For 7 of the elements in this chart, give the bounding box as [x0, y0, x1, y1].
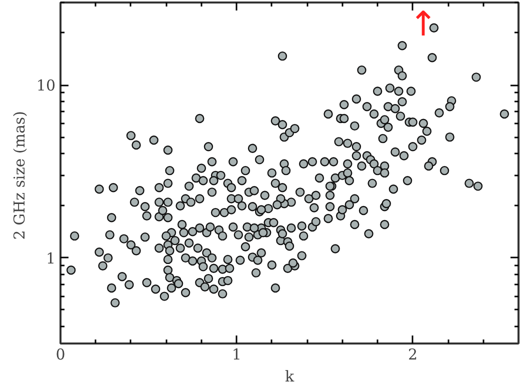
x-axis-title: k: [284, 368, 295, 386]
x-tick-label: 1: [232, 346, 242, 364]
x-tick-label: 0: [56, 346, 66, 364]
x-tick-label: 2: [408, 346, 418, 364]
y-tick-label: 10: [36, 76, 56, 95]
y-axis-title: 2 GHz size (mas): [10, 111, 28, 240]
annotation: ↑: [408, 4, 438, 44]
